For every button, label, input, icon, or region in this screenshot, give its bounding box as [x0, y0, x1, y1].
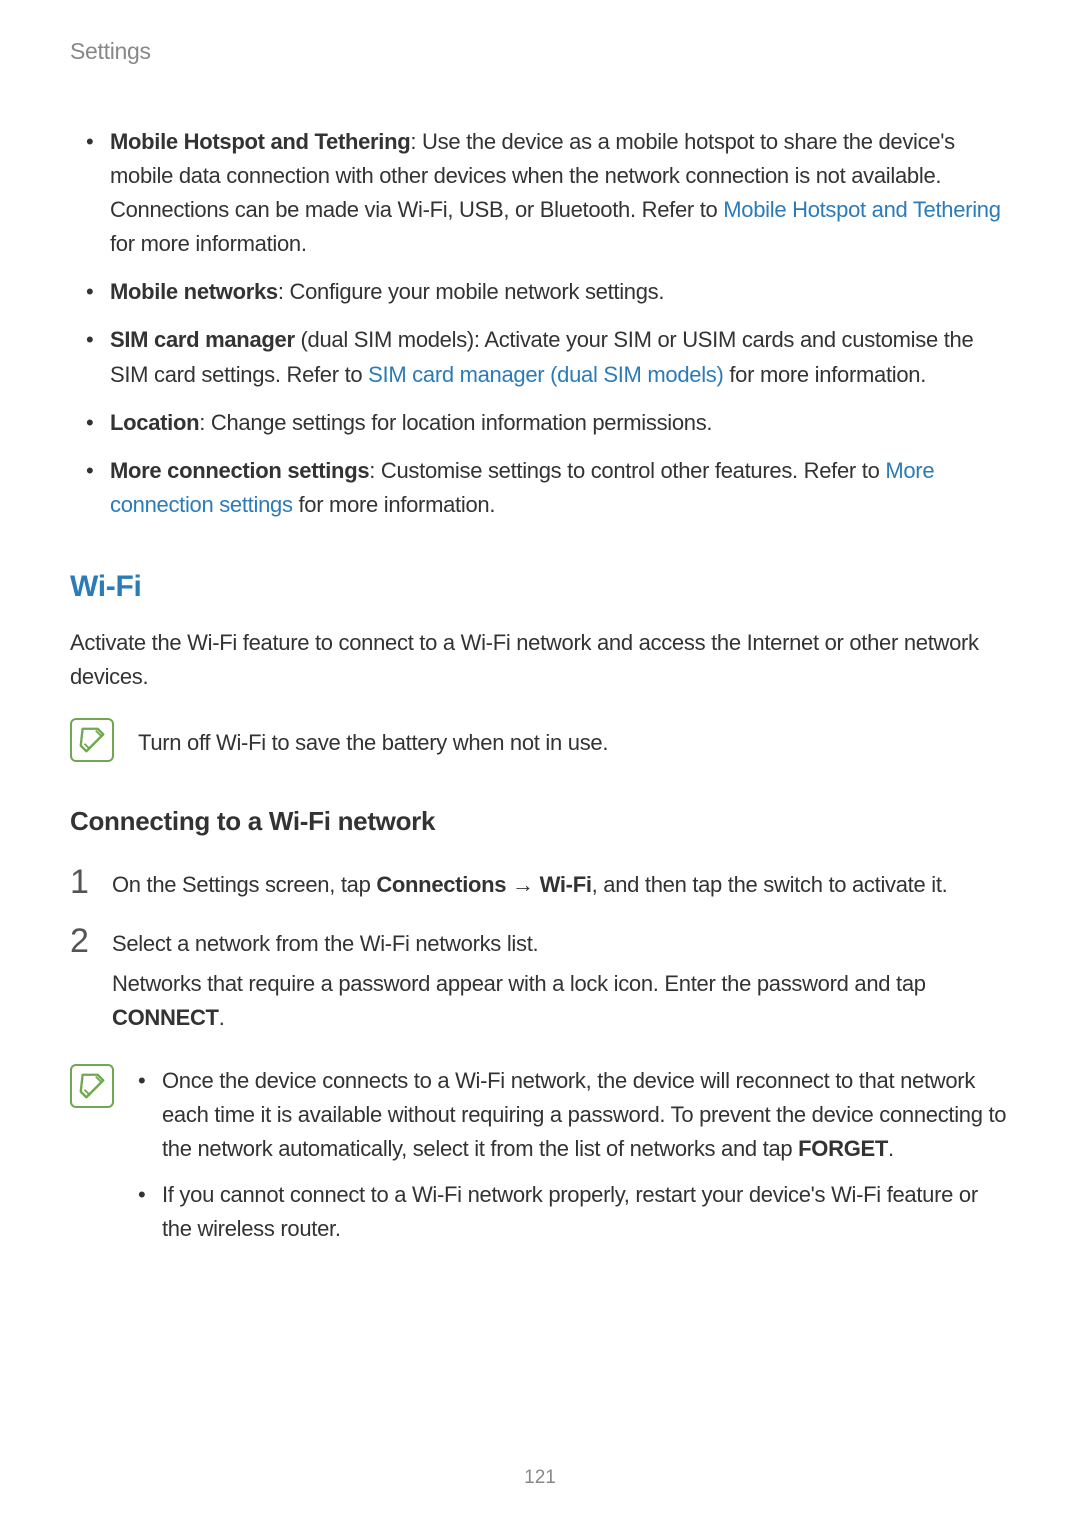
step-text: Select a network from the Wi-Fi networks… [112, 927, 1010, 961]
section-title-wifi: Wi-Fi [70, 570, 1010, 604]
bullet-label: More connection settings [110, 458, 369, 483]
step-text: , and then tap the switch to activate it… [592, 872, 948, 897]
note-text: Once the device connects to a Wi-Fi netw… [138, 1064, 1010, 1258]
subheading-connecting: Connecting to a Wi-Fi network [70, 806, 1010, 837]
note-list: Once the device connects to a Wi-Fi netw… [138, 1064, 1010, 1246]
bullet-label: Mobile networks [110, 279, 278, 304]
bullet-text: : Configure your mobile network settings… [278, 279, 664, 304]
bullet-mobile-networks: Mobile networks: Configure your mobile n… [110, 275, 1010, 309]
bullet-mobile-hotspot: Mobile Hotspot and Tethering: Use the de… [110, 125, 1010, 261]
note-box: Once the device connects to a Wi-Fi netw… [70, 1064, 1010, 1258]
bullet-more-connection: More connection settings: Customise sett… [110, 454, 1010, 522]
bullet-text: for more information. [110, 231, 307, 256]
step-number: 2 [70, 924, 112, 958]
note-icon [70, 1064, 114, 1108]
bullet-label: Mobile Hotspot and Tethering [110, 129, 410, 154]
step-2: 2 Select a network from the Wi-Fi networ… [70, 924, 1010, 1041]
step-number: 1 [70, 865, 112, 899]
bullet-label: Location [110, 410, 199, 435]
step-body: On the Settings screen, tap Connections … [112, 865, 1010, 902]
step-bold: CONNECT [112, 1005, 219, 1030]
step-text: On the Settings screen, tap [112, 872, 376, 897]
note-list-item: If you cannot connect to a Wi-Fi network… [138, 1178, 1010, 1246]
step-bold: Wi-Fi [540, 872, 592, 897]
connections-bullet-list: Mobile Hotspot and Tethering: Use the de… [70, 125, 1010, 522]
bullet-text: for more information. [293, 492, 495, 517]
bullet-location: Location: Change settings for location i… [110, 406, 1010, 440]
note-box: Turn off Wi-Fi to save the battery when … [70, 718, 1010, 762]
page-number: 121 [0, 1467, 1080, 1489]
note-icon [70, 718, 114, 762]
bullet-text: : Customise settings to control other fe… [369, 458, 885, 483]
step-text: Networks that require a password appear … [112, 967, 1010, 1035]
link-sim-card-manager[interactable]: SIM card manager (dual SIM models) [368, 362, 723, 387]
step-bold: Connections [376, 872, 506, 897]
note-list-item: Once the device connects to a Wi-Fi netw… [138, 1064, 1010, 1166]
page-header: Settings [70, 38, 1010, 65]
step-body: Select a network from the Wi-Fi networks… [112, 924, 1010, 1041]
note-text: Turn off Wi-Fi to save the battery when … [138, 718, 1010, 760]
step-text-part: . [219, 1005, 225, 1030]
bullet-sim-card-manager: SIM card manager (dual SIM models): Acti… [110, 323, 1010, 391]
arrow-icon: → [506, 872, 539, 897]
note-bold: FORGET [798, 1136, 888, 1161]
bullet-text: : Change settings for location informati… [199, 410, 712, 435]
note-text-part: . [888, 1136, 894, 1161]
step-text-part: Networks that require a password appear … [112, 971, 926, 996]
link-mobile-hotspot[interactable]: Mobile Hotspot and Tethering [723, 197, 1000, 222]
bullet-text: for more information. [724, 362, 926, 387]
step-1: 1 On the Settings screen, tap Connection… [70, 865, 1010, 902]
bullet-label: SIM card manager [110, 327, 295, 352]
wifi-intro: Activate the Wi-Fi feature to connect to… [70, 626, 1010, 694]
